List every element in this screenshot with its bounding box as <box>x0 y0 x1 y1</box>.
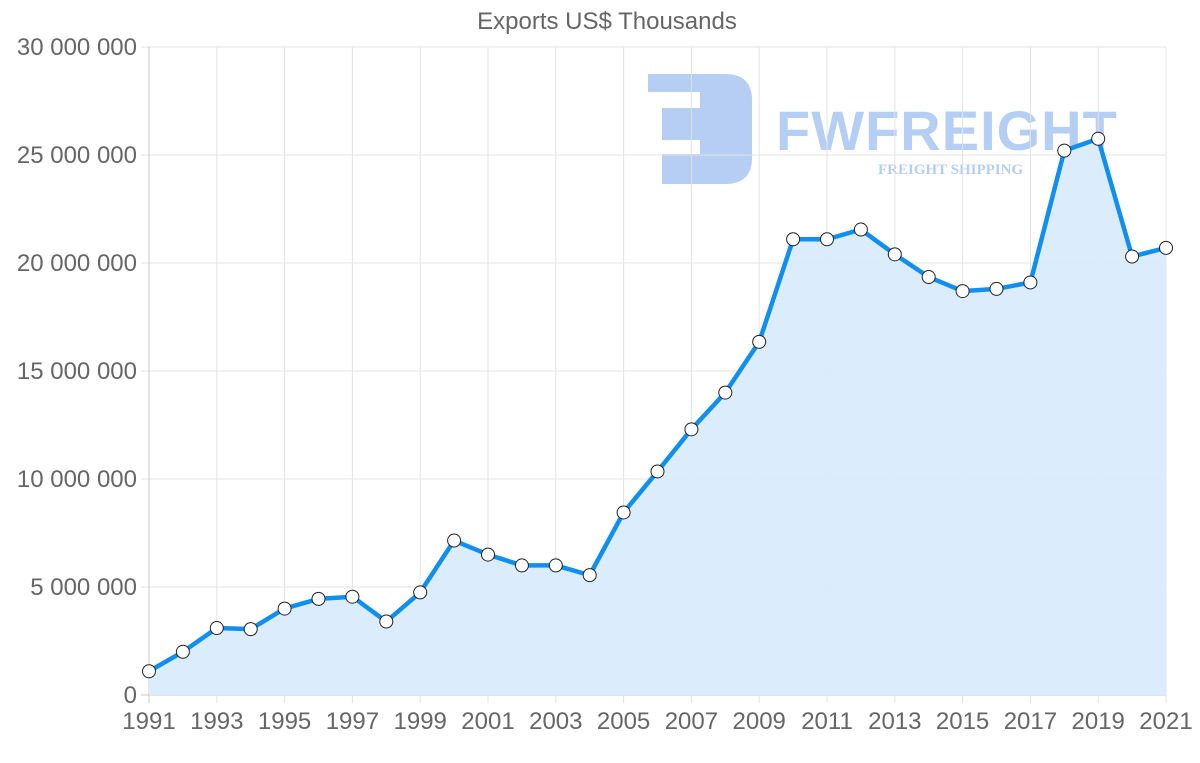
fwfreight-logo-icon <box>648 74 752 184</box>
data-point-1991[interactable] <box>142 664 156 679</box>
y-tick-label: 0 <box>124 682 137 709</box>
x-tick-label: 1999 <box>394 708 447 735</box>
data-point-2019[interactable] <box>1091 131 1106 146</box>
x-tick-label: 1991 <box>122 708 175 735</box>
data-point-2005[interactable] <box>616 505 631 520</box>
data-point-2017[interactable] <box>1023 275 1038 290</box>
y-tick-label: 25 000 000 <box>17 142 137 169</box>
y-tick-label: 10 000 000 <box>17 466 137 493</box>
y-tick-label: 15 000 000 <box>17 358 137 385</box>
data-point-2021[interactable] <box>1159 240 1173 255</box>
data-point-1994[interactable] <box>243 622 258 637</box>
data-point-2002[interactable] <box>514 558 529 573</box>
chart-title: Exports US$ Thousands <box>477 8 737 35</box>
data-point-1993[interactable] <box>209 621 224 636</box>
x-tick-label: 2005 <box>597 708 650 735</box>
y-tick-label: 20 000 000 <box>17 250 137 277</box>
data-point-1992[interactable] <box>175 644 190 659</box>
data-point-2008[interactable] <box>718 385 733 400</box>
x-tick-label: 2015 <box>936 708 989 735</box>
x-tick-label: 2019 <box>1072 708 1125 735</box>
x-tick-label: 2011 <box>801 708 853 735</box>
y-tick-label: 5 000 000 <box>30 574 137 601</box>
data-point-1995[interactable] <box>277 601 292 616</box>
data-point-2000[interactable] <box>447 533 462 548</box>
data-point-2016[interactable] <box>989 281 1004 296</box>
x-tick-label: 2021 <box>1139 708 1192 735</box>
x-tick-label: 2001 <box>461 708 514 735</box>
data-point-2011[interactable] <box>820 232 834 247</box>
x-tick-label: 2007 <box>665 708 718 735</box>
data-point-2013[interactable] <box>887 247 902 262</box>
data-point-2010[interactable] <box>786 232 801 247</box>
data-point-2009[interactable] <box>752 334 767 349</box>
x-tick-label: 2017 <box>1004 708 1057 735</box>
data-point-1999[interactable] <box>413 585 428 600</box>
data-point-1997[interactable] <box>345 589 360 604</box>
x-tick-label: 2009 <box>733 708 786 735</box>
data-point-2004[interactable] <box>582 568 597 583</box>
data-point-2014[interactable] <box>921 270 936 285</box>
data-point-1996[interactable] <box>311 591 326 606</box>
data-point-2020[interactable] <box>1125 249 1140 264</box>
area-fill <box>149 138 1166 696</box>
y-tick-label: 30 000 000 <box>17 34 137 61</box>
x-tick-label: 1997 <box>326 708 379 735</box>
data-point-2006[interactable] <box>650 464 665 479</box>
x-tick-label: 2003 <box>529 708 582 735</box>
data-point-2015[interactable] <box>955 284 970 299</box>
x-tick-label: 1995 <box>258 708 311 735</box>
watermark-tagline-text: FREIGHT SHIPPING <box>878 162 1023 178</box>
data-point-2018[interactable] <box>1057 143 1072 158</box>
data-point-1998[interactable] <box>379 614 394 629</box>
data-point-2007[interactable] <box>684 422 699 437</box>
data-point-2001[interactable] <box>481 547 495 562</box>
data-point-2012[interactable] <box>853 222 868 237</box>
x-tick-label: 1993 <box>190 708 243 735</box>
x-tick-label: 2013 <box>868 708 921 735</box>
fwfreight-watermark-logo: FWFREIGHT FREIGHT SHIPPING <box>648 74 1117 184</box>
data-point-2003[interactable] <box>548 558 563 573</box>
